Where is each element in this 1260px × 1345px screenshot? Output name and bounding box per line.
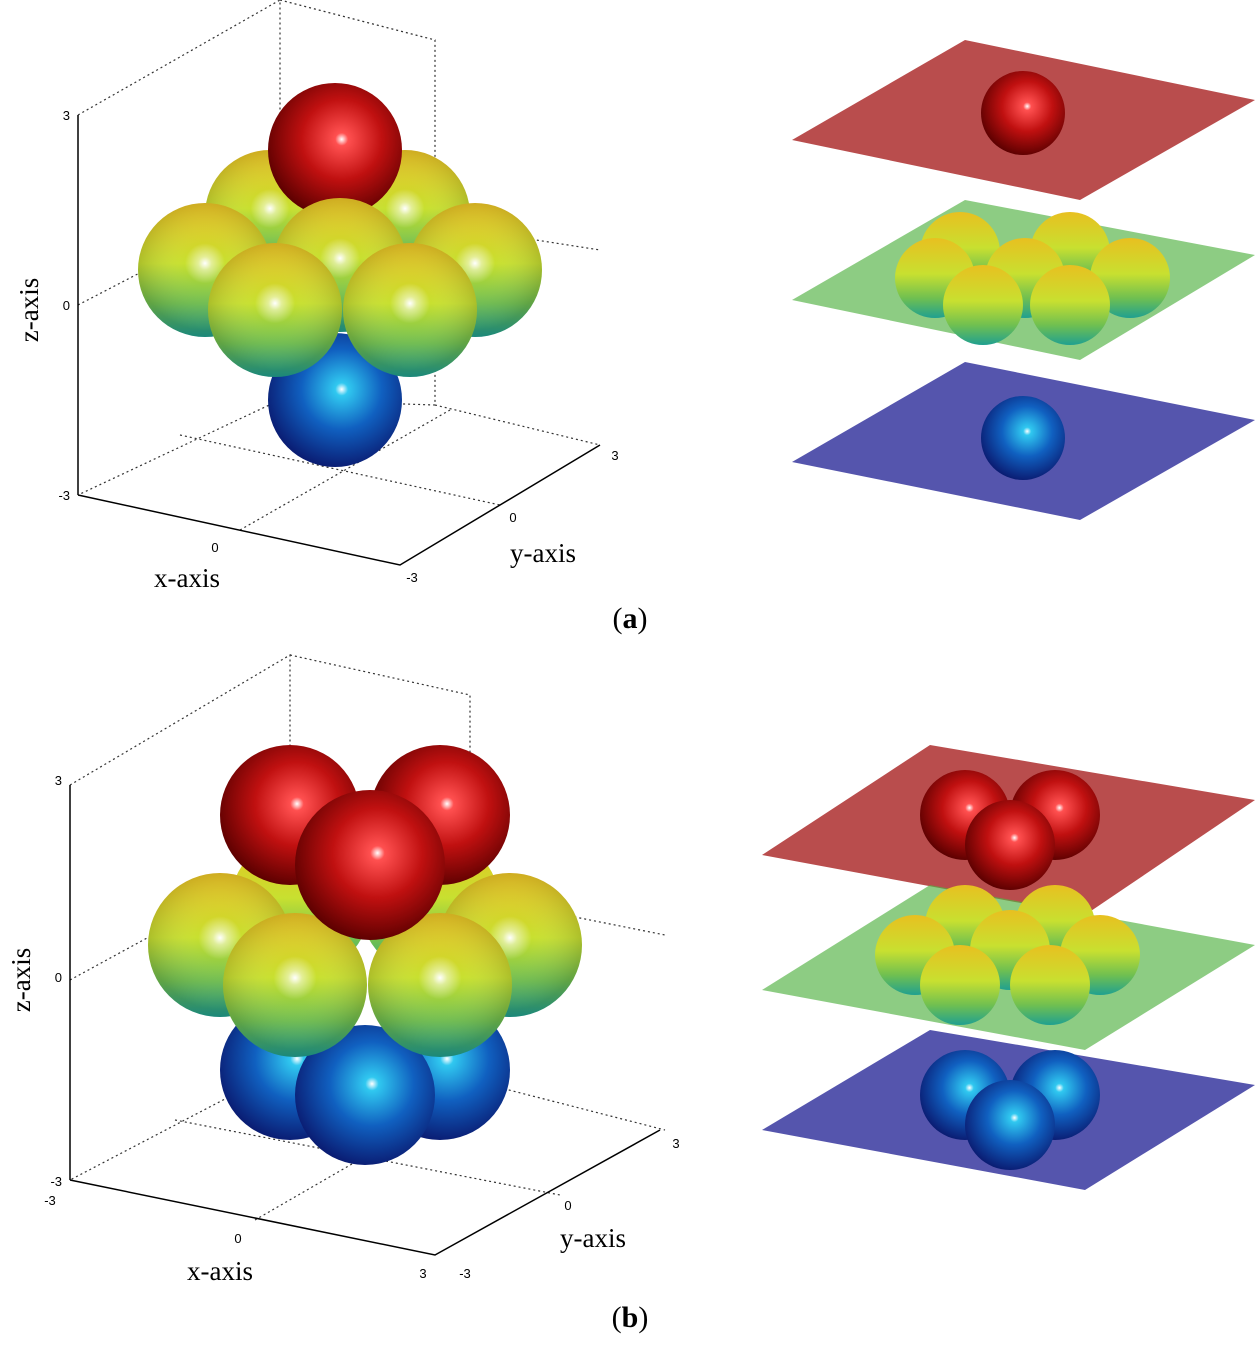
z-axis-label: z-axis bbox=[14, 278, 44, 342]
layers bbox=[762, 745, 1255, 1190]
spheres bbox=[148, 745, 582, 1165]
paren: ) bbox=[638, 1301, 648, 1334]
paren: ) bbox=[638, 602, 648, 635]
y-axis-label: y-axis bbox=[560, 1223, 626, 1253]
y-tick: 0 bbox=[509, 510, 516, 525]
y-axis-label: y-axis bbox=[510, 538, 576, 568]
paren: ( bbox=[613, 602, 623, 635]
tick-labels: 3 0 -3 -3 0 3 3 0 -3 bbox=[44, 773, 679, 1281]
x-tick: -3 bbox=[44, 1193, 56, 1208]
x-axis-label: x-axis bbox=[187, 1256, 253, 1286]
y-tick: -3 bbox=[459, 1266, 471, 1281]
x-tick: 3 bbox=[419, 1266, 426, 1281]
panel-label: (a) bbox=[613, 602, 648, 635]
y-tick: 3 bbox=[672, 1136, 679, 1151]
z-axis-label: z-axis bbox=[6, 948, 36, 1012]
x-tick: 0 bbox=[234, 1231, 241, 1246]
z-tick: 3 bbox=[55, 773, 62, 788]
z-tick: 0 bbox=[55, 970, 62, 985]
y-tick: 3 bbox=[611, 448, 618, 463]
panel-letter: a bbox=[623, 602, 638, 635]
spheres bbox=[138, 83, 542, 467]
z-tick: -3 bbox=[58, 488, 70, 503]
z-tick: 0 bbox=[63, 298, 70, 313]
paren: ( bbox=[612, 1301, 622, 1334]
z-tick: 3 bbox=[63, 108, 70, 123]
x-tick: 0 bbox=[211, 540, 218, 555]
y-tick: -3 bbox=[406, 570, 418, 585]
z-tick: -3 bbox=[50, 1174, 62, 1189]
x-axis-label: x-axis bbox=[154, 563, 220, 593]
tick-labels: 3 0 -3 0 3 0 -3 bbox=[58, 108, 618, 585]
panel-label: (b) bbox=[612, 1301, 649, 1334]
layers bbox=[792, 40, 1255, 520]
panel-letter: b bbox=[622, 1301, 639, 1334]
y-tick: 0 bbox=[564, 1198, 571, 1213]
